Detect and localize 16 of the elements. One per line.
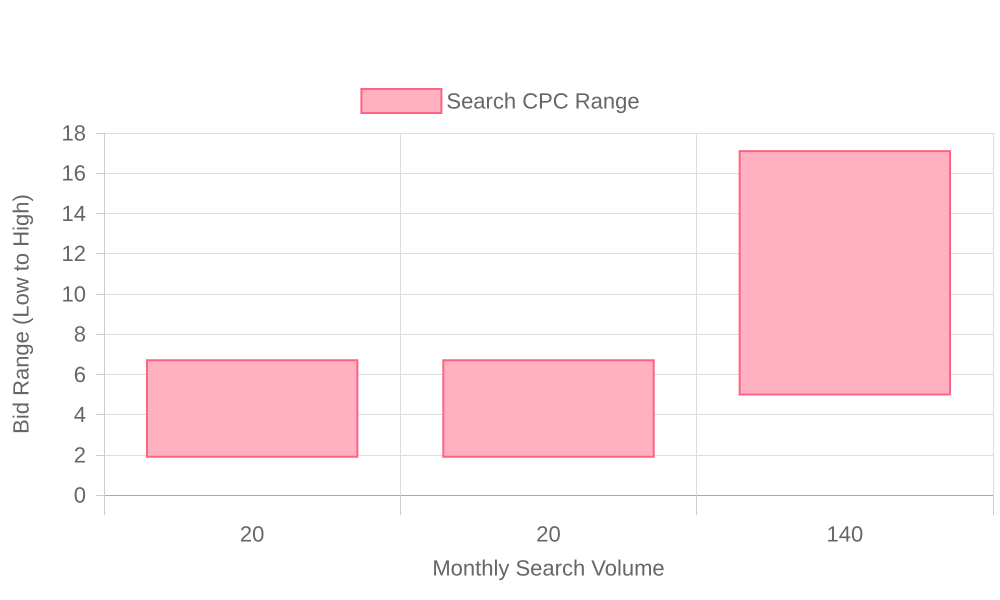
y-tick-label: 14 [62,200,86,226]
y-tick-label: 10 [62,281,86,306]
y-tick-label: 0 [74,482,86,508]
y-tick-label: 6 [74,362,86,387]
y-tick-label: 16 [62,160,86,186]
y-tick-label: 2 [74,442,86,468]
legend-label: Search CPC Range [446,88,640,114]
y-tick-label: 4 [74,402,86,428]
x-tick-label: 140 [826,522,864,546]
x-tick-label: 20 [240,522,264,546]
x-axis-title: Monthly Search Volume [432,556,665,580]
y-tick-label: 8 [74,322,86,347]
y-axis-title: Bid Range (Low to High) [8,194,34,434]
x-tick-label: 20 [536,522,561,546]
y-tick-label: 18 [62,120,86,146]
y-tick-label: 12 [62,241,86,266]
